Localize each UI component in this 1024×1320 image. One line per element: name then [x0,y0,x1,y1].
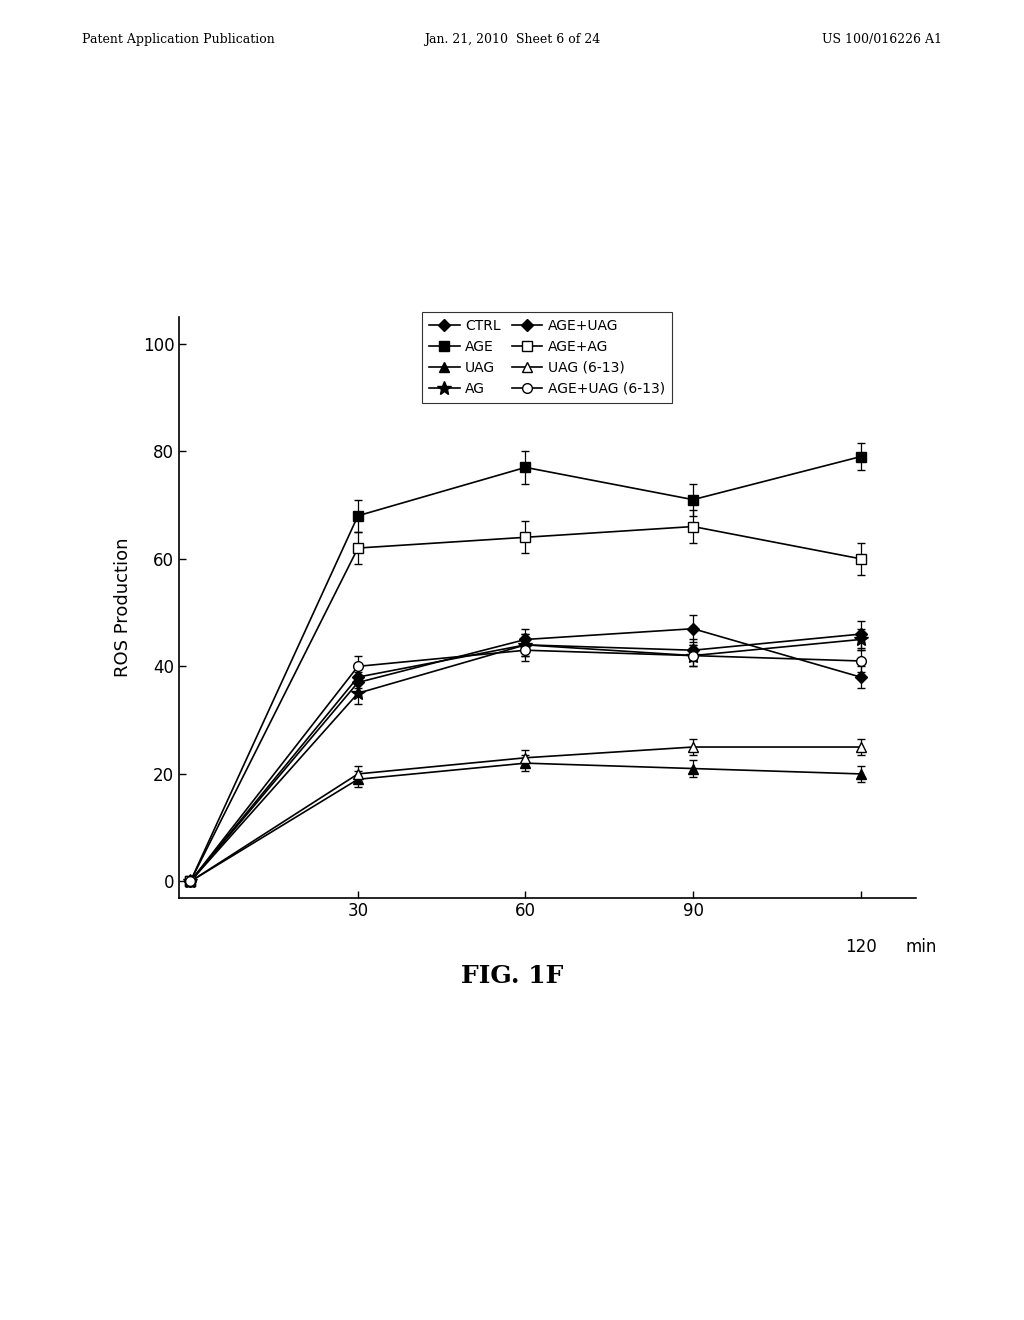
Text: US 100/016226 A1: US 100/016226 A1 [822,33,942,46]
Text: 120: 120 [845,939,877,956]
Legend: CTRL, AGE, UAG, AG, AGE+UAG, AGE+AG, UAG (6-13), AGE+UAG (6-13): CTRL, AGE, UAG, AG, AGE+UAG, AGE+AG, UAG… [422,312,672,403]
Text: FIG. 1F: FIG. 1F [461,964,563,987]
Text: min: min [905,939,937,956]
Text: Patent Application Publication: Patent Application Publication [82,33,274,46]
Text: Jan. 21, 2010  Sheet 6 of 24: Jan. 21, 2010 Sheet 6 of 24 [424,33,600,46]
Y-axis label: ROS Production: ROS Production [114,537,132,677]
